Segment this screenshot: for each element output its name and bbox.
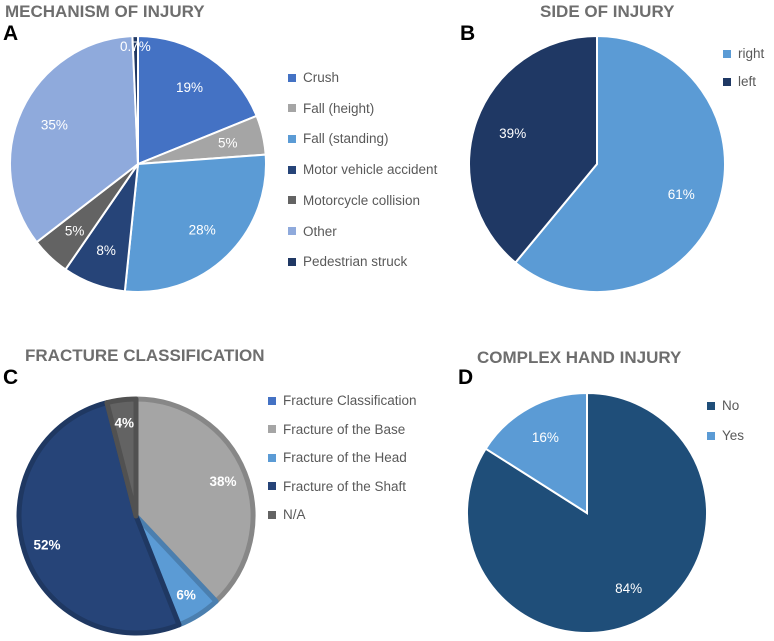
pie-slice-n-a bbox=[104, 396, 139, 519]
legend-item: No bbox=[707, 398, 739, 413]
legend-label: Pedestrian struck bbox=[303, 254, 408, 270]
slice-data-label: 52% bbox=[33, 537, 60, 552]
legend-swatch bbox=[288, 257, 296, 266]
slice-data-label: 5% bbox=[65, 223, 85, 238]
hand-pie-chart: 84% 16% bbox=[466, 391, 708, 634]
legend-swatch bbox=[288, 227, 296, 235]
slice-data-label: 39% bbox=[499, 126, 526, 141]
pie-slice-fracture-of-the-base bbox=[133, 396, 256, 604]
legend-label: Fall (height) bbox=[303, 100, 375, 116]
slice-data-label: 0.7% bbox=[120, 39, 151, 54]
panel-title: COMPLEX HAND INJURY bbox=[477, 348, 682, 367]
pie-slice-left bbox=[468, 34, 598, 265]
panel-title: SIDE OF INJURY bbox=[540, 2, 675, 21]
legend-label: right bbox=[738, 46, 765, 61]
slice-data-label: 8% bbox=[96, 243, 116, 258]
legend-swatch bbox=[268, 482, 276, 490]
legend-item: Fall (standing) bbox=[288, 131, 389, 146]
pie-slice-yes bbox=[484, 391, 588, 515]
panel-mechanism-of-injury: MECHANISM OF INJURY A 19% 5% 28% 8% 5% 35% 0.7… bbox=[0, 0, 470, 300]
pie-slice-fall-standing- bbox=[123, 153, 267, 293]
slice-data-label: 61% bbox=[668, 187, 695, 202]
legend-item: Fracture of the Shaft bbox=[268, 479, 406, 494]
side-pie-chart: 61% 39% bbox=[468, 34, 726, 293]
legend-swatch bbox=[288, 165, 296, 174]
legend-label: No bbox=[722, 398, 740, 413]
slice-data-label: 19% bbox=[176, 80, 203, 95]
legend-swatch bbox=[723, 77, 731, 86]
pie-slice-pedestrian-struck bbox=[131, 34, 139, 165]
legend-label: Crush bbox=[303, 70, 340, 85]
legend-label: left bbox=[738, 74, 757, 89]
panel-letter: D bbox=[458, 366, 474, 389]
pie-slice-fracture-of-the-shaft bbox=[16, 400, 182, 636]
legend-label: Motorcycle collision bbox=[303, 192, 421, 208]
panel-letter: A bbox=[3, 22, 19, 45]
legend-item: Crush bbox=[288, 70, 339, 85]
panel-letter: C bbox=[3, 366, 19, 389]
pie-slice-other bbox=[9, 35, 140, 244]
legend-label: Motor vehicle accident bbox=[303, 162, 438, 178]
panel-title: FRACTURE CLASSIFICATION bbox=[25, 346, 265, 365]
legend-item: Motorcycle collision bbox=[288, 193, 420, 208]
legend-item: Pedestrian struck bbox=[288, 254, 407, 269]
slice-data-label: 28% bbox=[189, 223, 216, 238]
legend-item: Yes bbox=[707, 428, 744, 443]
legend-label: Fall (standing) bbox=[303, 131, 389, 147]
panel-letter: B bbox=[460, 22, 476, 45]
mechanism-pie-chart: 19% 5% 28% 8% 5% 35% 0.7% bbox=[9, 34, 267, 293]
slice-data-label: 38% bbox=[210, 474, 237, 489]
legend-swatch bbox=[288, 196, 296, 205]
panel-fracture-classification: FRACTURE CLASSIFICATION C 38% 6% 52% 4% Fra… bbox=[0, 340, 470, 641]
legend-swatch bbox=[268, 425, 276, 433]
legend-swatch bbox=[707, 401, 715, 410]
slice-data-label: 5% bbox=[218, 136, 238, 151]
legend-item: left bbox=[723, 74, 756, 89]
legend-item: right bbox=[723, 46, 764, 61]
fracture-pie-chart: 38% 6% 52% 4% bbox=[16, 396, 256, 636]
legend-item: Fall (height) bbox=[288, 101, 374, 116]
panel-side-of-injury: SIDE OF INJURY B 61% 39% right left bbox=[455, 0, 774, 300]
legend-item: Other bbox=[288, 224, 337, 239]
legend-swatch bbox=[288, 104, 296, 113]
legend-swatch bbox=[268, 453, 276, 462]
legend-label: Fracture of the Head bbox=[283, 450, 407, 465]
legend-item: Fracture Classification bbox=[268, 393, 417, 408]
legend-swatch bbox=[268, 510, 276, 519]
slice-data-label: 84% bbox=[615, 581, 642, 596]
pie-slice-crush bbox=[137, 34, 258, 166]
legend-item: Motor vehicle accident bbox=[288, 162, 437, 177]
panel-complex-hand-injury: COMPLEX HAND INJURY D 84% 16% No Yes bbox=[455, 340, 774, 641]
legend-item: Fracture of the Base bbox=[268, 422, 405, 437]
slice-data-label: 6% bbox=[176, 588, 196, 603]
legend-swatch bbox=[707, 431, 715, 440]
slice-data-label: 4% bbox=[115, 416, 135, 431]
legend-label: Other bbox=[303, 223, 337, 239]
panel-title: MECHANISM OF INJURY bbox=[5, 2, 205, 21]
legend-item: N/A bbox=[268, 507, 306, 522]
legend-swatch bbox=[288, 73, 296, 82]
legend-label: Fracture of the Shaft bbox=[283, 478, 407, 494]
legend-label: N/A bbox=[283, 507, 306, 522]
legend-label: Yes bbox=[722, 428, 745, 443]
legend-swatch bbox=[288, 134, 296, 143]
legend-swatch bbox=[268, 396, 276, 405]
pie-slice-right bbox=[514, 34, 726, 293]
legend-label: Fracture Classification bbox=[283, 393, 417, 408]
legend-item: Fracture of the Head bbox=[268, 450, 407, 465]
legend-swatch bbox=[723, 49, 731, 58]
slice-data-label: 16% bbox=[532, 430, 559, 445]
legend-label: Fracture of the Base bbox=[283, 421, 406, 437]
slice-data-label: 35% bbox=[41, 118, 68, 133]
